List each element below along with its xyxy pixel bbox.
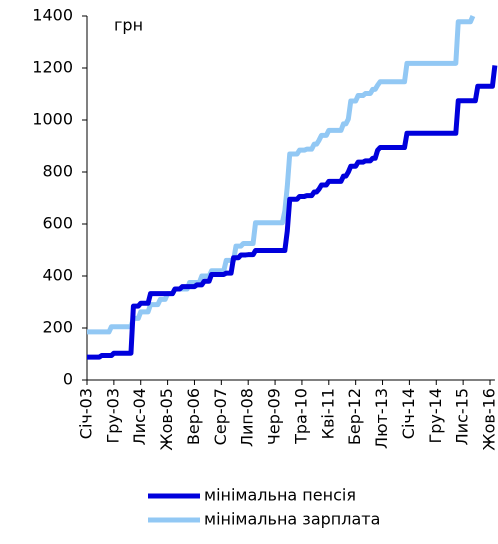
x-tick-label: Сер-07: [211, 388, 230, 445]
y-tick-label: 1000: [32, 110, 73, 129]
x-tick-label: Кві-11: [318, 388, 337, 439]
x-tick-label: Жов-05: [157, 388, 176, 451]
series-line: [86, 15, 476, 335]
x-tick-label: Січ-03: [77, 388, 96, 439]
x-tick-label: Лип-08: [238, 388, 257, 447]
x-tick-label: Вер-06: [184, 388, 203, 445]
x-tick-label: Бер-12: [345, 388, 364, 445]
series-line: [86, 65, 498, 360]
unit-label: грн: [114, 16, 143, 35]
x-tick-label: Чер-09: [265, 388, 284, 445]
x-tick-label: Лис-15: [453, 388, 472, 445]
y-tick-label: 1200: [32, 58, 73, 77]
legend-label: мінімальна пенсія: [204, 486, 356, 505]
x-tick-label: Гру-03: [103, 388, 122, 444]
y-tick-label: 400: [42, 266, 73, 285]
x-tick-label: Лют-13: [372, 388, 391, 449]
x-tick-label: Лис-04: [130, 388, 149, 445]
x-tick-label: Тра-10: [291, 388, 310, 445]
x-tick-label: Гру-14: [426, 388, 445, 444]
x-tick-label: Січ-14: [399, 388, 418, 439]
y-tick-label: 200: [42, 318, 73, 337]
x-tick-label: Жов-16: [480, 388, 498, 451]
y-tick-label: 800: [42, 162, 73, 181]
legend-label: мінімальна зарплата: [204, 510, 380, 529]
y-tick-label: 600: [42, 214, 73, 233]
y-tick-label: 1400: [32, 6, 73, 25]
y-tick-label: 0: [63, 370, 73, 389]
